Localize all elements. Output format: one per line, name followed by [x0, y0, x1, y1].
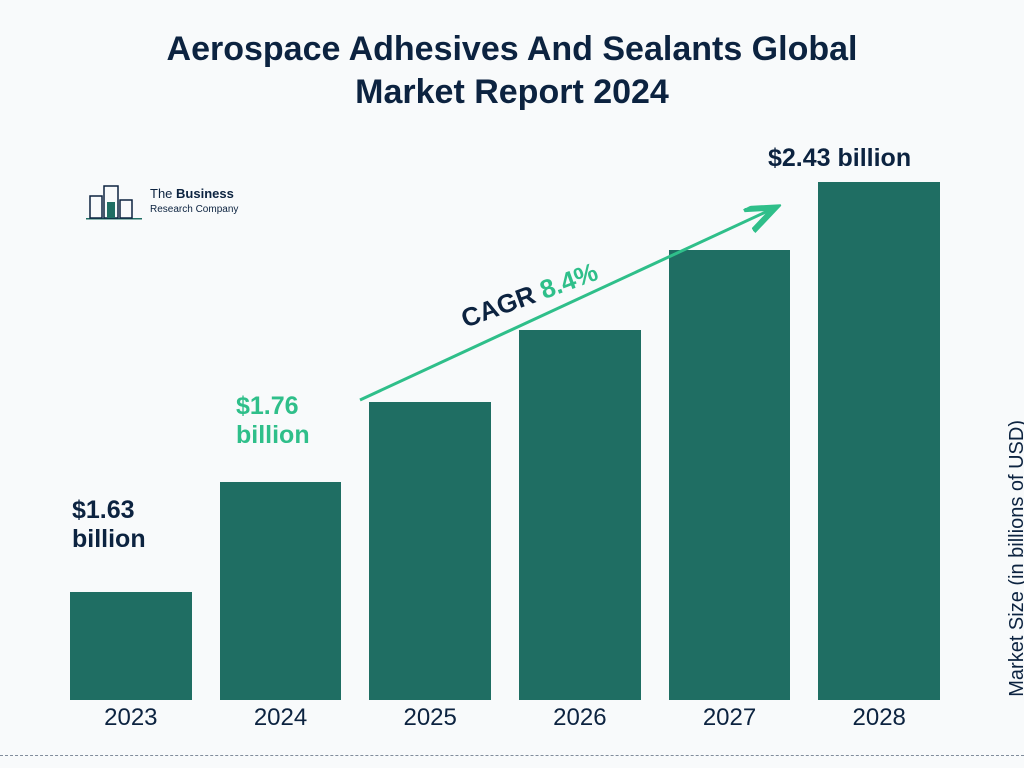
- value-label: $1.76billion: [236, 392, 310, 450]
- bar-2026: [519, 330, 641, 700]
- bar-2027: [669, 250, 791, 700]
- footer-divider: [0, 755, 1024, 756]
- bar-2023: [70, 592, 192, 700]
- value-label: $1.63billion: [72, 496, 146, 554]
- bar-rect: [369, 402, 491, 700]
- bar-2028: [818, 182, 940, 700]
- bar-rect: [70, 592, 192, 700]
- x-label: 2025: [369, 704, 491, 732]
- x-label: 2024: [220, 704, 342, 732]
- chart-area: [70, 160, 940, 700]
- x-label: 2028: [818, 704, 940, 732]
- x-axis-labels: 2023 2024 2025 2026 2027 2028: [70, 704, 940, 732]
- y-axis-title: Market Size (in billions of USD): [1006, 420, 1024, 697]
- x-label: 2026: [519, 704, 641, 732]
- bar-group: [70, 160, 940, 700]
- bar-rect: [818, 182, 940, 700]
- bar-rect: [669, 250, 791, 700]
- x-label: 2027: [669, 704, 791, 732]
- bar-rect: [220, 482, 342, 700]
- bar-2024: [220, 482, 342, 700]
- value-label: $2.43 billion: [768, 144, 911, 173]
- chart-title: Aerospace Adhesives And Sealants GlobalM…: [0, 28, 1024, 113]
- x-label: 2023: [70, 704, 192, 732]
- bar-2025: [369, 402, 491, 700]
- bar-rect: [519, 330, 641, 700]
